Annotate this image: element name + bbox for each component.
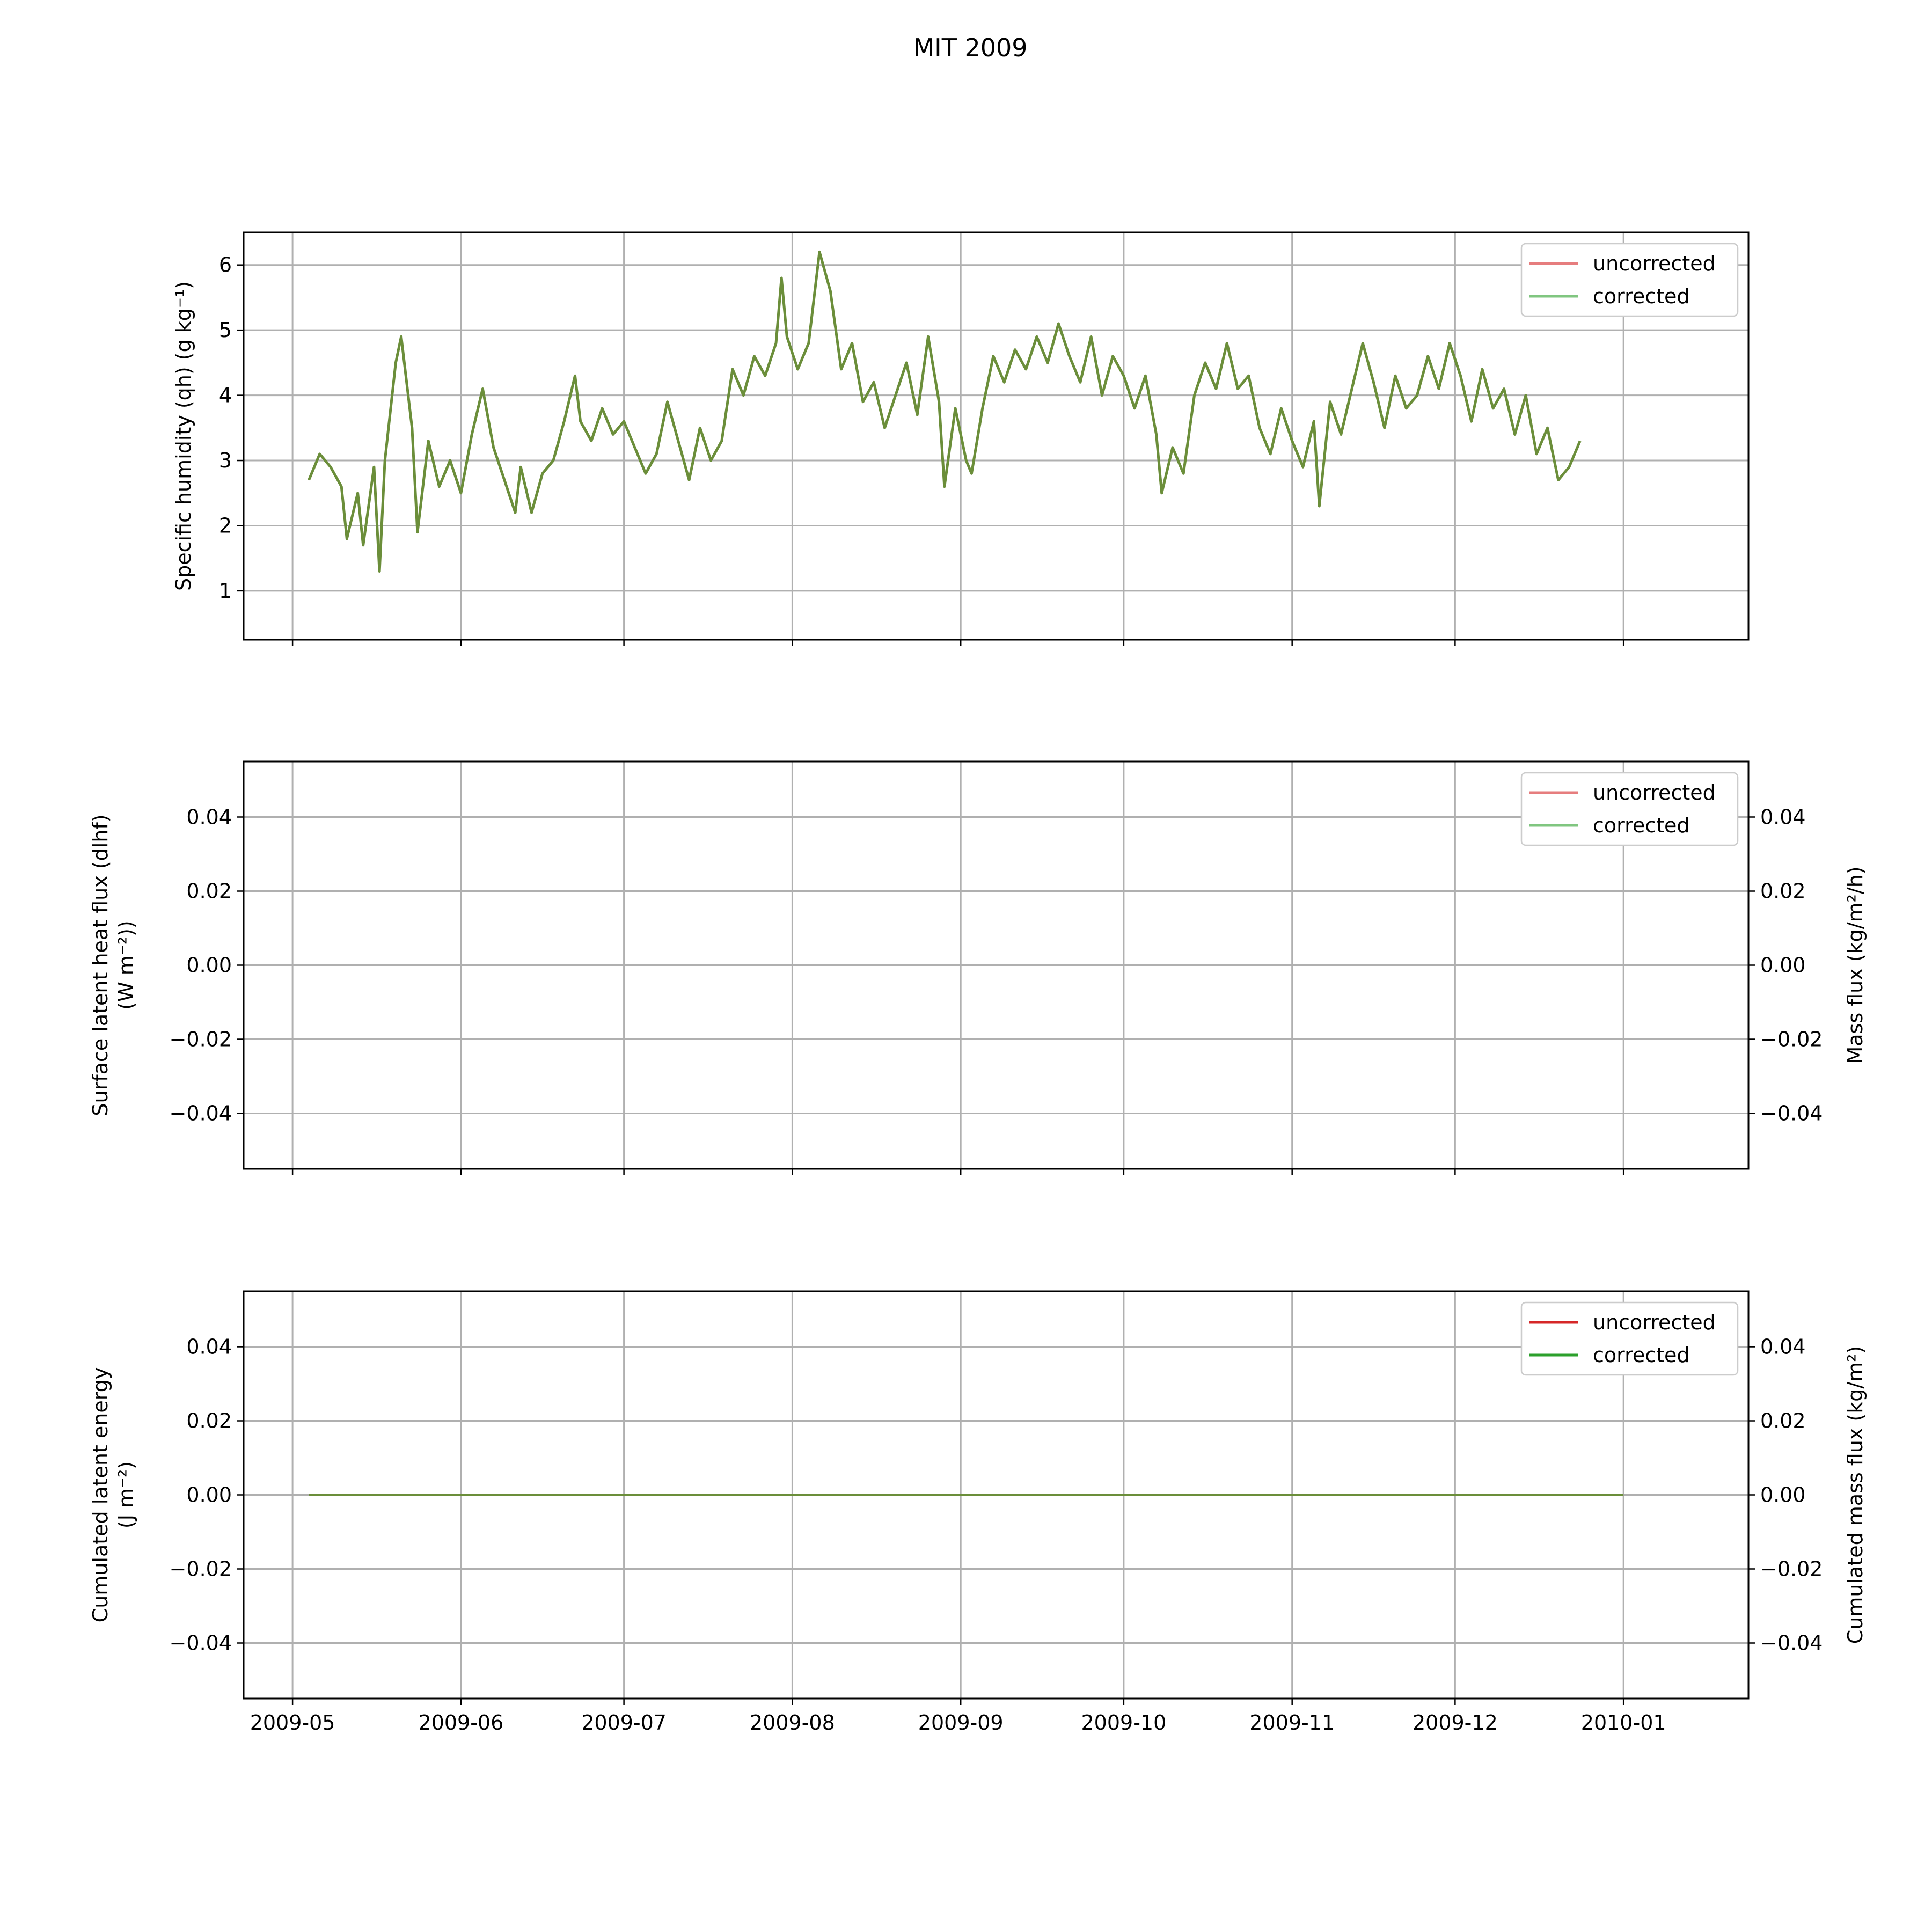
series-line-corrected bbox=[308, 250, 1582, 573]
x-tick-label: 2009-08 bbox=[750, 1711, 835, 1735]
y-axis-label: Cumulated latent energy (J m⁻²) bbox=[89, 1367, 138, 1623]
legend-label-corrected: corrected bbox=[1593, 1343, 1690, 1367]
y-right-tick-label: 0.02 bbox=[1760, 1409, 1806, 1433]
axes-frame bbox=[243, 1290, 1750, 1700]
legend-label-uncorrected: uncorrected bbox=[1593, 252, 1716, 275]
y-tick-label: −0.04 bbox=[170, 1102, 232, 1125]
y-axis-label-line: (W m⁻²)) bbox=[114, 920, 138, 1009]
y-axis-label-right: Mass flux (kg/m²/h) bbox=[1843, 866, 1867, 1064]
legend-box bbox=[1520, 1301, 1739, 1376]
y-tick-label: 1 bbox=[219, 579, 232, 603]
y-right-tick-label: −0.02 bbox=[1760, 1557, 1823, 1581]
y-tick-label: 0.02 bbox=[186, 880, 232, 903]
figure-title: MIT 2009 bbox=[913, 33, 1027, 62]
y-tick-label: 2 bbox=[219, 514, 232, 537]
y-right-tick-label: 0.02 bbox=[1760, 880, 1806, 903]
legend: uncorrected corrected bbox=[1520, 772, 1739, 846]
panel-3: 2009-05 2009-06 2009-07 2009-08 2009-09 2009-… bbox=[89, 1290, 1867, 1735]
y-tick-label: −0.04 bbox=[170, 1631, 232, 1655]
legend-label-corrected: corrected bbox=[1593, 814, 1690, 837]
y-tick-label: 5 bbox=[219, 318, 232, 342]
y-right-tick-label: 0.00 bbox=[1760, 1483, 1806, 1507]
y-right-tick-label: −0.02 bbox=[1760, 1028, 1823, 1051]
x-tick-label: 2009-06 bbox=[419, 1711, 504, 1735]
y-axis-label-line: Surface latent heat flux (dlhf) bbox=[89, 814, 112, 1116]
legend-label-uncorrected: uncorrected bbox=[1593, 1311, 1716, 1334]
legend-box bbox=[1520, 243, 1739, 317]
y-axis-label-right: Cumulated mass flux (kg/m²) bbox=[1843, 1346, 1867, 1644]
y-axis-label-line: Specific humidity (qh) (g kg⁻¹) bbox=[172, 281, 195, 591]
y-axis-label-line: Cumulated latent energy bbox=[89, 1367, 112, 1623]
x-tick-label: 2009-11 bbox=[1249, 1711, 1335, 1735]
y-right-tick-label: 0.00 bbox=[1760, 954, 1806, 977]
panels: 1 2 3 4 5 6 Specific humidity (qh) (g kg⁻¹) unc… bbox=[89, 231, 1867, 1735]
y-right-tick-label: 0.04 bbox=[1760, 806, 1806, 829]
legend-label-corrected: corrected bbox=[1593, 284, 1690, 308]
y-tick-label: 0.00 bbox=[186, 1483, 232, 1507]
axes-frame bbox=[243, 231, 1750, 641]
legend: uncorrected corrected bbox=[1520, 1301, 1739, 1376]
legend: uncorrected corrected bbox=[1520, 243, 1739, 317]
legend-box bbox=[1520, 772, 1739, 846]
y-tick-label: 6 bbox=[219, 253, 232, 277]
y-tick-label: 0.04 bbox=[186, 806, 232, 829]
y-tick-label: 3 bbox=[219, 449, 232, 472]
y-axis-label: Surface latent heat flux (dlhf) (W m⁻²)) bbox=[89, 814, 138, 1116]
y-tick-label: 0.02 bbox=[186, 1409, 232, 1433]
y-tick-label: 4 bbox=[219, 384, 232, 407]
panel-2: −0.04 −0.02 0.00 0.02 0.04 −0.04 −0.02 0.00 0.02… bbox=[89, 760, 1867, 1175]
y-tick-label: 0.04 bbox=[186, 1335, 232, 1359]
x-tick-label: 2009-09 bbox=[918, 1711, 1004, 1735]
x-tick-label: 2009-10 bbox=[1081, 1711, 1166, 1735]
y-right-tick-label: −0.04 bbox=[1760, 1102, 1823, 1125]
x-tick-label: 2009-07 bbox=[581, 1711, 667, 1735]
y-tick-label: −0.02 bbox=[170, 1028, 232, 1051]
legend-label-uncorrected: uncorrected bbox=[1593, 781, 1716, 804]
y-axis-label: Specific humidity (qh) (g kg⁻¹) bbox=[172, 281, 195, 591]
y-tick-label: −0.02 bbox=[170, 1557, 232, 1581]
y-axis-label-line: (J m⁻²) bbox=[114, 1461, 138, 1528]
axes-frame bbox=[243, 760, 1750, 1170]
panel-1: 1 2 3 4 5 6 Specific humidity (qh) (g kg⁻¹) unc… bbox=[172, 231, 1750, 646]
y-right-tick-label: −0.04 bbox=[1760, 1631, 1823, 1655]
y-right-tick-label: 0.04 bbox=[1760, 1335, 1806, 1359]
x-tick-label: 2010-01 bbox=[1581, 1711, 1666, 1735]
y-tick-label: 0.00 bbox=[186, 954, 232, 977]
x-tick-label: 2009-12 bbox=[1413, 1711, 1498, 1735]
x-tick-label: 2009-05 bbox=[250, 1711, 335, 1735]
